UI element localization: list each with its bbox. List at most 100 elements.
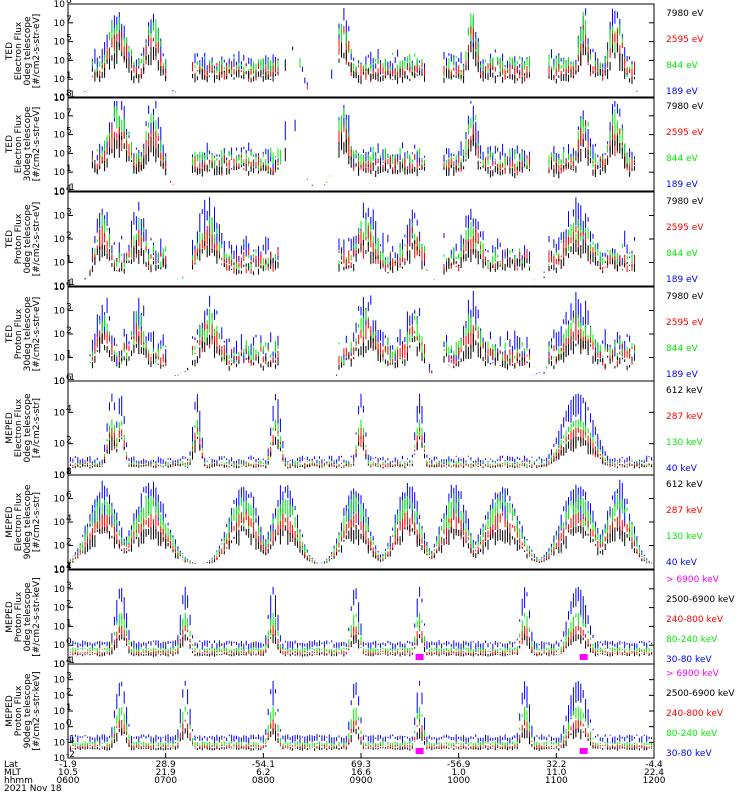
y-tick-exp-6-1: 2 — [66, 538, 72, 548]
panel-7-legend-2: 240-800 keV — [666, 615, 724, 625]
panel-3-legend-0: 7980 eV — [666, 197, 704, 207]
x-mlt-label-1: 21.9 — [156, 768, 176, 778]
panel-6-ylabel-0: MEPED — [5, 506, 15, 538]
y-tick-exp-6-3: 6 — [66, 491, 72, 501]
panel-3-legend-1: 2595 eV — [666, 223, 704, 233]
y-tick-exp-7-2: 1 — [66, 618, 72, 628]
panel-8-ylabel-0: MEPED — [5, 695, 15, 727]
y-tick-label-3-0: 10 — [54, 282, 66, 292]
y-tick-label-1-3: 10 — [54, 38, 66, 48]
y-tick-label-2-3: 10 — [54, 131, 66, 141]
panel-4-legend-1: 2595 eV — [666, 318, 704, 328]
panel-2-trace-black — [91, 134, 635, 186]
panel-2-legend-0: 7980 eV — [666, 102, 704, 112]
y-tick-label-1-1: 10 — [54, 75, 66, 85]
x-hhmm-label-1: 0700 — [154, 776, 177, 786]
y-tick-label-8-6: 10 — [54, 660, 66, 670]
panel-3-ylabel-0: TED — [5, 230, 15, 249]
panel-6-legend-3: 40 keV — [666, 558, 698, 568]
panel-6-legend-0: 612 keV — [666, 480, 703, 490]
x-row-label-1: MLT — [4, 768, 22, 778]
y-tick-label-5-3: 10 — [54, 377, 66, 387]
y-tick-label-7-4: 10 — [54, 585, 66, 595]
y-tick-exp-4-4: 4 — [66, 279, 72, 289]
panel-2-frame — [67, 96, 655, 192]
panel-2-trace-red — [91, 121, 635, 186]
y-tick-exp-5-0: 1 — [66, 467, 72, 477]
y-tick-label-3-4: 10 — [54, 188, 66, 198]
x-lat-label-6: -4.4 — [645, 760, 663, 770]
panel-5-legend-2: 130 keV — [666, 438, 703, 448]
x-mlt-label-5: 11.0 — [546, 768, 566, 778]
y-tick-label-8-0: 10 — [54, 754, 66, 764]
x-lat-label-2: -54.1 — [252, 760, 275, 770]
y-tick-exp-8-5: 3 — [66, 672, 72, 682]
panel-1-ylabel-3: [#/cm2-s-str-eV] — [32, 14, 42, 89]
y-tick-label-2-1: 10 — [54, 168, 66, 178]
y-tick-label-4-0: 10 — [54, 377, 66, 387]
y-tick-label-6-2: 10 — [54, 518, 66, 528]
y-tick-label-1-4: 10 — [54, 19, 66, 29]
y-tick-exp-6-0: 1 — [66, 561, 72, 571]
y-tick-exp-8-1: -1 — [66, 734, 75, 744]
panel-7-ylabel-3: [#/cm2-s-str-keV] — [32, 577, 42, 656]
panel-2-legend-2: 844 eV — [666, 154, 699, 164]
panel-7-ylabel-0: MEPED — [5, 601, 15, 633]
panel-2-ylabel-3: [#/cm2-s-str-eV] — [32, 107, 42, 182]
y-tick-label-8-5: 10 — [54, 676, 66, 686]
x-hhmm-label-5: 1100 — [545, 776, 568, 786]
y-tick-label-3-2: 10 — [54, 235, 66, 245]
y-tick-exp-5-2: 4 — [66, 404, 72, 414]
panel-3-trace-black — [84, 238, 635, 280]
x-lat-label-3: 69.3 — [351, 760, 371, 770]
y-tick-label-2-0: 10 — [54, 187, 66, 197]
y-tick-exp-4-2: 2 — [66, 326, 72, 336]
y-tick-exp-7-1: 0 — [66, 637, 72, 647]
panel-1-trace-red — [89, 25, 635, 90]
panel-6-trace-black — [67, 524, 650, 564]
x-lat-label-4: -56.9 — [447, 760, 471, 770]
y-tick-label-6-1: 10 — [54, 542, 66, 552]
panel-3-ylabel-1: Proton Flux — [14, 213, 24, 264]
y-tick-label-4-3: 10 — [54, 307, 66, 317]
y-tick-exp-8-4: 2 — [66, 687, 72, 697]
date-label: 2021 Nov 18 — [4, 784, 62, 794]
panel-7-legend-1: 2500-6900 keV — [666, 595, 735, 605]
y-tick-exp-6-2: 4 — [66, 514, 72, 524]
y-tick-label-8-4: 10 — [54, 691, 66, 701]
panel-6-ylabel-3: [#/cm2-s-str] — [32, 492, 42, 552]
y-tick-exp-7-4: 3 — [66, 581, 72, 591]
x-lat-label-5: 32.2 — [546, 760, 566, 770]
y-tick-exp-7-3: 2 — [66, 600, 72, 610]
y-tick-exp-1-4: 7 — [66, 15, 72, 25]
panel-6-legend-2: 130 keV — [666, 532, 703, 542]
x-hhmm-label-6: 1200 — [643, 776, 666, 786]
panel-4-ylabel-1: Proton Flux — [14, 308, 24, 359]
panel-8-magenta-mark-1 — [415, 748, 424, 754]
panel-4-trace-green — [89, 308, 635, 376]
y-tick-exp-1-2: 3 — [66, 52, 72, 62]
panel-8-legend-0: > 6900 keV — [666, 669, 720, 679]
panel-7-magenta-mark-1 — [415, 654, 424, 660]
panel-6-ylabel-2: 90deg telescope — [23, 484, 33, 559]
panel-1-frame — [67, 3, 655, 99]
y-tick-label-2-2: 10 — [54, 149, 66, 159]
panel-5-ylabel-2: 0deg telescope — [23, 393, 33, 463]
y-tick-exp-2-0: -1 — [66, 183, 75, 193]
x-mlt-label-0: 10.5 — [58, 768, 78, 778]
y-tick-exp-7-5: 4 — [66, 562, 72, 572]
y-tick-exp-2-4: 7 — [66, 108, 72, 118]
y-tick-exp-2-2: 3 — [66, 145, 72, 155]
panel-5-legend-0: 612 keV — [666, 386, 703, 396]
panel-8-ylabel-3: [#/cm2-s-str-keV] — [32, 671, 42, 750]
panel-2-legend-1: 2595 eV — [666, 128, 704, 138]
y-tick-exp-3-1: 1 — [66, 255, 72, 265]
y-tick-exp-1-5: 8 — [66, 0, 72, 6]
x-hhmm-label-4: 1000 — [447, 776, 470, 786]
x-lat-label-1: 28.9 — [156, 760, 176, 770]
